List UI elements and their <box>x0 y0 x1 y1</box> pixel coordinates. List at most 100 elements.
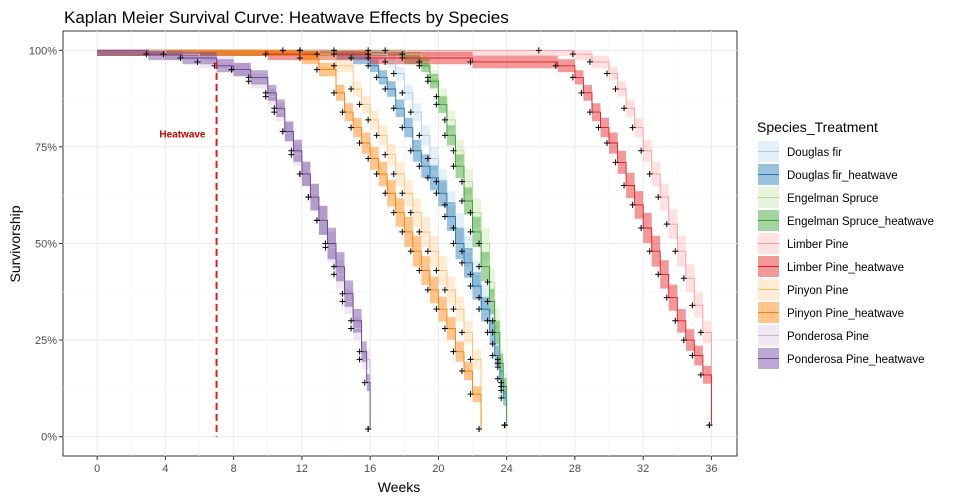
x-tick-label: 8 <box>231 463 237 475</box>
censor-mark <box>416 267 423 274</box>
censor-mark <box>313 217 320 224</box>
censor-mark <box>655 271 662 278</box>
censor-mark <box>331 271 338 278</box>
censor-mark <box>441 213 448 220</box>
legend-title: Species_Treatment <box>757 119 878 135</box>
censor-mark <box>373 170 380 177</box>
legend-label: Limber Pine_heatwave <box>787 262 904 274</box>
censor-mark <box>441 286 448 293</box>
censor-mark <box>467 271 474 278</box>
censor-mark <box>348 124 355 131</box>
curve-ponderosa-pine-heatwave <box>97 49 371 429</box>
confidence-bands <box>97 50 712 436</box>
censor-mark <box>467 58 474 65</box>
censor-mark <box>498 383 505 390</box>
y-tick-label: 75% <box>35 142 57 154</box>
censor-mark <box>424 174 431 181</box>
censor-mark <box>348 85 355 92</box>
censor-mark <box>604 140 611 147</box>
censor-mark <box>689 302 696 309</box>
censor-mark <box>467 391 474 398</box>
censor-mark <box>441 116 448 123</box>
censor-mark <box>441 201 448 208</box>
censor-mark <box>476 294 483 301</box>
censor-mark <box>697 371 704 378</box>
y-tick-label: 0% <box>41 432 57 444</box>
censor-mark <box>331 263 338 270</box>
band-pinyon-pine-heatwave <box>97 50 482 436</box>
censor-mark <box>296 55 303 62</box>
survival-curves <box>97 49 712 429</box>
censor-mark <box>348 317 355 324</box>
censor-mark <box>476 240 483 247</box>
censor-mark <box>390 70 397 77</box>
censor-mark <box>458 368 465 374</box>
band-ponderosa-pine <box>97 50 371 436</box>
censor-mark <box>339 290 346 297</box>
censor-mark <box>433 178 440 185</box>
legend-item: Limber Pine_heatwave <box>758 256 904 277</box>
censor-mark <box>271 105 278 112</box>
censor-mark <box>373 132 380 139</box>
censor-mark <box>313 51 320 58</box>
legend-label: Pinyon Pine <box>787 285 848 297</box>
censor-mark <box>331 89 338 96</box>
censor-mark <box>458 248 465 255</box>
censor-mark <box>416 163 423 170</box>
censor-mark <box>194 58 201 65</box>
censor-mark <box>382 47 389 54</box>
censor-mark <box>399 124 406 131</box>
censor-mark <box>382 58 389 65</box>
censor-mark <box>143 51 150 58</box>
x-tick-label: 0 <box>94 463 100 475</box>
censor-mark <box>407 147 414 154</box>
chart-title: Kaplan Meier Survival Curve: Heatwave Ef… <box>64 8 509 27</box>
censor-mark <box>638 147 645 154</box>
legend-item: Engelman Spruce_heatwave <box>758 210 934 231</box>
x-tick-label: 28 <box>569 463 581 475</box>
censor-mark <box>433 101 440 108</box>
censor-mark <box>569 51 576 58</box>
censor-mark <box>365 55 372 62</box>
censor-mark <box>296 47 303 54</box>
legend-label: Ponderosa Pine_heatwave <box>787 354 924 366</box>
censor-mark <box>680 337 687 344</box>
curve-limber-pine <box>97 49 712 426</box>
censor-mark <box>646 170 653 177</box>
censor-mark <box>450 147 457 154</box>
censor-mark <box>672 248 679 255</box>
y-axis-title: Survivorship <box>7 205 23 282</box>
censor-mark <box>331 51 338 58</box>
censor-mark <box>663 294 670 301</box>
censor-mark <box>621 182 628 189</box>
censor-mark <box>424 155 431 162</box>
censor-mark <box>424 286 431 293</box>
censor-mark <box>365 62 372 69</box>
censor-mark <box>450 163 457 170</box>
annotations: Heatwave <box>159 61 218 437</box>
censor-mark <box>586 109 593 116</box>
axes: 0 4 8 12 16 20 24 28 32 36 0% 25% 50% 75% 100% <box>29 45 718 475</box>
censor-mark <box>604 70 611 77</box>
censor-mark <box>245 74 252 81</box>
censor-mark <box>586 58 593 65</box>
censor-mark <box>578 89 585 96</box>
censor-mark <box>433 306 440 313</box>
censor-mark <box>569 74 576 81</box>
censor-mark <box>390 170 397 177</box>
censor-mark <box>365 155 372 162</box>
censor-mark <box>484 317 491 324</box>
censor-mark <box>322 240 329 247</box>
censor-mark <box>501 422 508 429</box>
censor-mark <box>177 55 184 62</box>
legend-item: Pinyon Pine_heatwave <box>758 302 904 323</box>
censor-mark <box>356 356 363 363</box>
x-tick-label: 24 <box>501 463 513 475</box>
censor-mark <box>629 201 636 208</box>
censor-mark <box>433 190 440 197</box>
censor-mark <box>612 159 619 166</box>
legend-item: Douglas fir_heatwave <box>758 164 898 185</box>
censor-mark <box>399 228 406 235</box>
censor-mark <box>279 128 286 135</box>
